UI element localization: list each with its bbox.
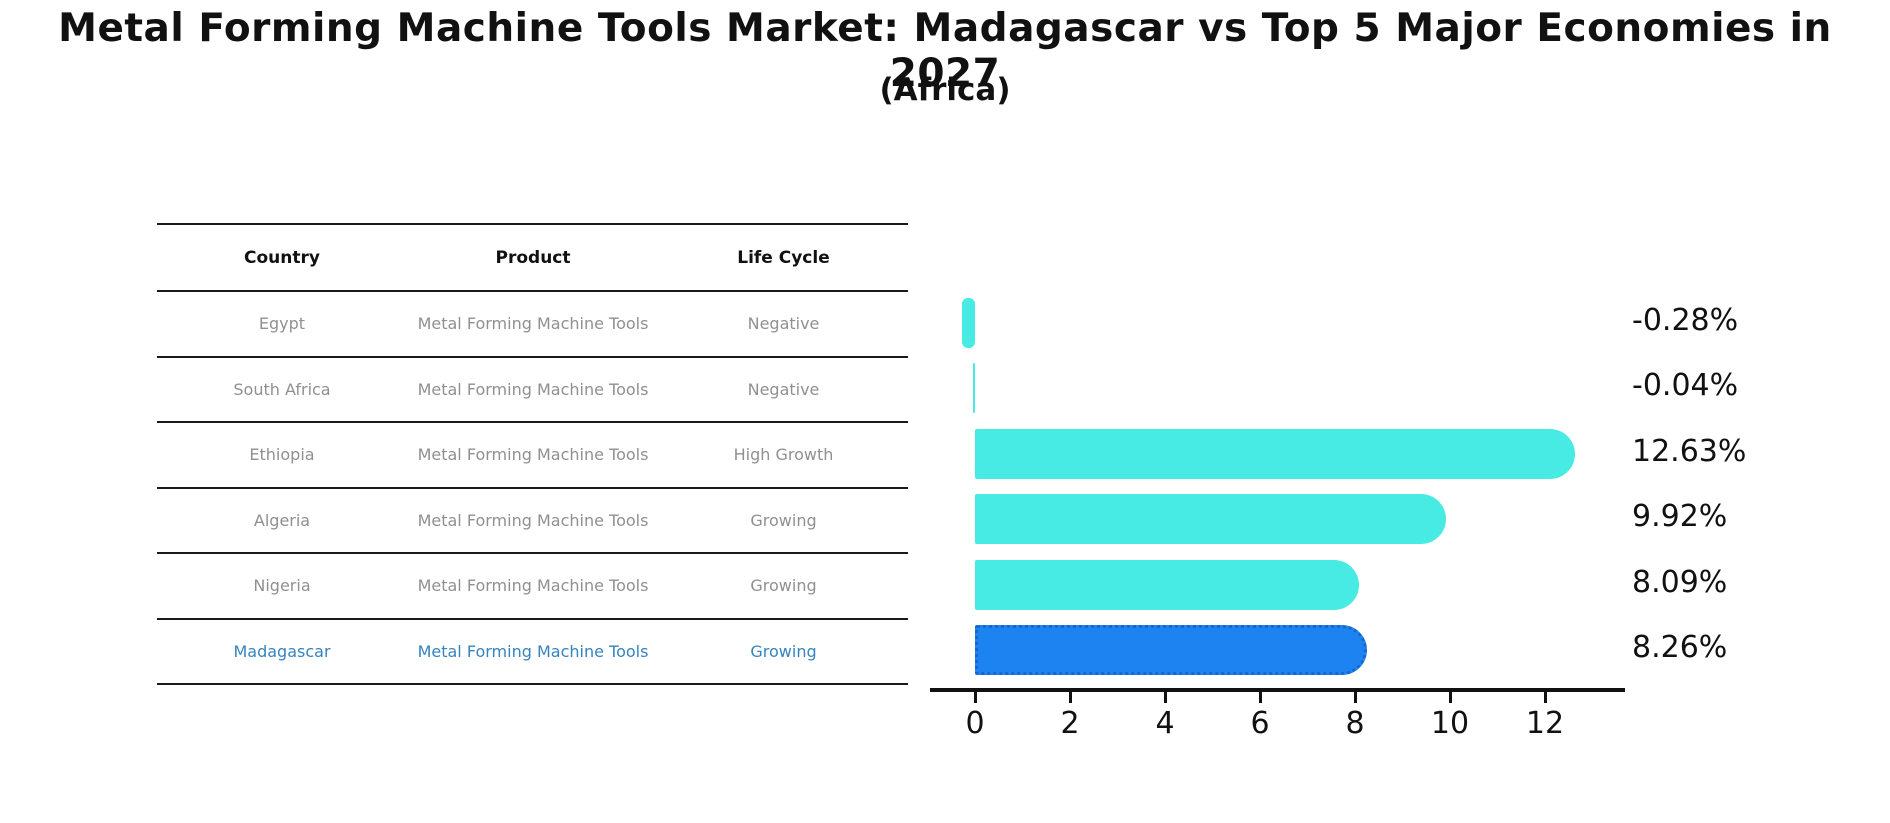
cell-country: Madagascar (233, 641, 331, 661)
chart-subtitle: (Africa) (879, 72, 1011, 108)
value-label-egypt: -0.28% (1632, 303, 1739, 338)
bar-algeria (975, 494, 1447, 545)
value-label-ethiopia: 12.63% (1632, 433, 1747, 469)
cell-product: Metal Forming Machine Tools (417, 576, 649, 596)
value-label-algeria: 9.92% (1632, 499, 1728, 535)
cell-product: Metal Forming Machine Tools (417, 641, 649, 661)
x-tick-mark-6 (1258, 690, 1262, 703)
x-tick-label-2: 2 (1060, 706, 1080, 741)
cell-country: Ethiopia (249, 445, 315, 465)
cell-life-cycle: Negative (747, 379, 820, 399)
cell-life-cycle: Negative (747, 314, 820, 334)
column-header-life-cycle: Life Cycle (737, 247, 830, 268)
column-header-product: Product (495, 247, 571, 268)
value-label-south-africa: -0.04% (1632, 368, 1739, 404)
x-tick-mark-0 (973, 690, 977, 703)
cell-product: Metal Forming Machine Tools (417, 379, 649, 399)
cell-country: Nigeria (253, 576, 311, 596)
cell-product: Metal Forming Machine Tools (417, 445, 649, 465)
table-row-nigeria: Nigeria Metal Forming Machine Tools Growin… (157, 554, 908, 620)
value-label-nigeria: 8.09% (1632, 564, 1728, 600)
cell-life-cycle: High Growth (733, 445, 834, 465)
x-tick-label-4: 4 (1155, 706, 1175, 741)
value-label-madagascar: 8.26% (1632, 630, 1728, 666)
bar-madagascar (975, 625, 1368, 676)
cell-product: Metal Forming Machine Tools (417, 314, 649, 334)
table-row-algeria: Algeria Metal Forming Machine Tools Growin… (157, 489, 908, 554)
table-row-ethiopia: Ethiopia Metal Forming Machine Tools High … (157, 423, 908, 489)
cell-country: Egypt (258, 314, 306, 334)
x-tick-mark-2 (1068, 690, 1072, 703)
x-tick-mark-12 (1543, 690, 1547, 703)
x-tick-label-12: 12 (1525, 706, 1565, 741)
cell-life-cycle: Growing (750, 641, 817, 661)
bar-ethiopia (975, 428, 1575, 479)
bar-south-africa (973, 363, 975, 414)
x-tick-label-8: 8 (1345, 706, 1365, 741)
country-table: Country Product Life Cycle Egypt Metal Fo… (157, 223, 908, 685)
x-tick-mark-10 (1448, 690, 1452, 703)
column-header-country: Country (244, 247, 320, 268)
table-row-egypt: Egypt Metal Forming Machine Tools Negative (157, 292, 908, 358)
x-tick-mark-4 (1163, 690, 1167, 703)
cell-life-cycle: Growing (750, 510, 817, 530)
bar-egypt (961, 298, 975, 348)
table-body: Egypt Metal Forming Machine Tools Negative… (157, 292, 908, 685)
table-row-south-africa: South Africa Metal Forming Machine Tools N… (157, 358, 908, 423)
x-tick-label-6: 6 (1250, 706, 1270, 741)
cell-country: Algeria (253, 510, 311, 530)
table-header-row: Country Product Life Cycle (157, 225, 908, 292)
x-tick-mark-8 (1353, 690, 1357, 703)
bar-nigeria (975, 559, 1360, 610)
cell-product: Metal Forming Machine Tools (417, 510, 649, 530)
cell-life-cycle: Growing (750, 576, 817, 596)
cell-country: South Africa (233, 379, 331, 399)
x-axis-line (930, 688, 1625, 692)
table-row-madagascar: Madagascar Metal Forming Machine Tools Gro… (157, 620, 908, 685)
chart-title: Metal Forming Machine Tools Market: Mada… (58, 6, 1832, 96)
x-tick-label-10: 10 (1430, 706, 1470, 741)
x-tick-label-0: 0 (965, 706, 985, 741)
